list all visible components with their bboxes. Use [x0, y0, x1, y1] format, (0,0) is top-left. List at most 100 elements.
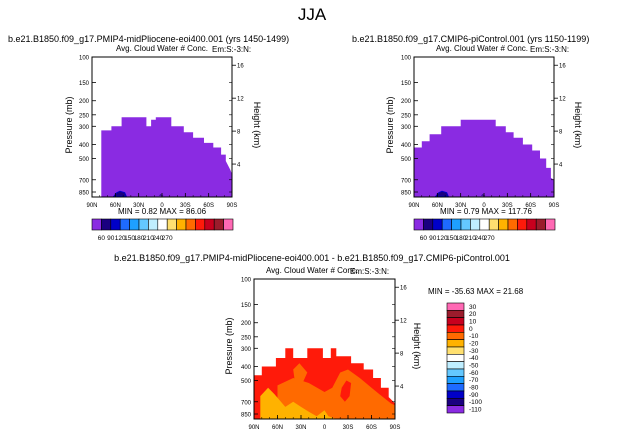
- colorbar-label: 270: [162, 235, 173, 242]
- colorbar-swatch: [446, 375, 465, 384]
- panel-2-case-title: b.e21.B1850.f09_g17.CMIP6-piControl.001 …: [352, 34, 589, 44]
- colorbar-swatch: [446, 397, 465, 406]
- low-cloud-blob: [158, 194, 164, 196]
- colorbar-swatch: [204, 218, 215, 231]
- height-tick-label: 4: [400, 385, 404, 391]
- colorbar-label: -60: [469, 370, 479, 377]
- colorbar-label: 150: [124, 235, 135, 242]
- colorbar-swatch: [446, 368, 465, 377]
- colorbar-swatch: [446, 390, 465, 399]
- pressure-tick-label: 850: [241, 413, 252, 419]
- pressure-tick-label: 200: [79, 99, 90, 105]
- panel-1-plot: 100 150 200 250 300 400 500 700 850 16 12 8 4 90N 60N 3…: [79, 56, 244, 210]
- colorbar-swatch: [446, 383, 465, 392]
- diff-negative-region: [277, 369, 395, 419]
- colorbar-label: -30: [469, 348, 479, 355]
- colorbar-swatch: [488, 218, 499, 231]
- pressure-tick-label: 150: [401, 81, 412, 87]
- colorbar-swatch: [446, 317, 465, 326]
- pressure-tick-label: 100: [79, 56, 90, 62]
- colorbar-label: 20: [469, 311, 477, 318]
- pressure-tick-label: 500: [401, 157, 412, 163]
- panel-2-plot-title: Avg. Cloud Water # Conc.: [436, 44, 528, 53]
- colorbar-swatch: [138, 218, 149, 231]
- pressure-tick-label: 300: [401, 125, 412, 131]
- season-title: JJA: [298, 5, 327, 24]
- colorbar-swatch: [535, 218, 546, 231]
- panel-1-plot-title: Avg. Cloud Water # Conc.: [116, 44, 208, 53]
- panel-1-subtitle: Em:S:-3:N:: [212, 45, 251, 54]
- colorbar-swatch: [148, 218, 159, 231]
- colorbar-label: -40: [469, 355, 479, 362]
- panel-3-subtitle: Em:S:-3:N:: [350, 267, 389, 276]
- latitude-tick-label: 60S: [525, 203, 536, 209]
- colorbar-swatch: [446, 339, 465, 348]
- height-tick-label: 4: [559, 163, 563, 169]
- colorbar-swatch: [185, 218, 196, 231]
- latitude-tick-label: 0: [323, 425, 327, 431]
- height-tick-label: 16: [559, 64, 566, 70]
- latitude-tick-label: 60N: [110, 203, 121, 209]
- colorbar-label: -20: [469, 341, 479, 348]
- pressure-tick-label: 150: [79, 81, 90, 87]
- panel-3-plot-title: Avg. Cloud Water # Conc.: [266, 266, 358, 275]
- panel-3: b.e21.B1850.f09_g17.PMIP4-midPliocene-eo…: [114, 253, 524, 431]
- colorbar-label: 180: [456, 235, 467, 242]
- panel-1-ylabel-right: Height (km): [252, 102, 262, 149]
- colorbar-swatch: [91, 218, 102, 231]
- cloud-field-1: [414, 119, 554, 197]
- pressure-tick-label: 300: [241, 347, 252, 353]
- colorbar-swatch: [446, 346, 465, 355]
- cloud-field-0: [92, 117, 232, 197]
- colorbar-swatch: [110, 218, 121, 231]
- panel-1-stats: MIN = 0.82 MAX = 86.06: [118, 207, 207, 216]
- latitude-tick-label: 0: [482, 203, 486, 209]
- colorbar-label: 60: [98, 235, 106, 242]
- colorbar-swatch: [176, 218, 187, 231]
- panel-1-case-title: b.e21.B1850.f09_g17.PMIP4-midPliocene-eo…: [8, 34, 289, 44]
- colorbar-swatch: [446, 405, 465, 414]
- colorbar-label: 150: [446, 235, 457, 242]
- pressure-tick-label: 400: [401, 143, 412, 149]
- panel-2-ylabel-right: Height (km): [573, 102, 583, 149]
- pressure-tick-label: 850: [401, 191, 412, 197]
- pressure-tick-label: 100: [401, 56, 412, 62]
- colorbar-swatch: [446, 302, 465, 311]
- pressure-tick-label: 150: [241, 303, 252, 309]
- colorbar-swatch: [479, 218, 490, 231]
- height-tick-label: 16: [400, 286, 407, 292]
- colorbar-label: -10: [469, 333, 479, 340]
- colorbar-swatch: [446, 353, 465, 362]
- colorbar-swatch: [157, 218, 168, 231]
- latitude-tick-label: 60N: [432, 203, 443, 209]
- colorbar-swatch: [470, 218, 481, 231]
- pressure-tick-label: 250: [241, 335, 252, 341]
- panel-2-ylabel-left: Pressure (mb): [385, 96, 395, 153]
- colorbar-swatch: [129, 218, 140, 231]
- panel-1-ylabel-left: Pressure (mb): [64, 96, 74, 153]
- latitude-tick-label: 90S: [390, 425, 401, 431]
- latitude-tick-label: 30N: [455, 203, 466, 209]
- colorbar-label: -90: [469, 392, 479, 399]
- colorbar-swatch: [446, 309, 465, 318]
- pressure-tick-label: 700: [79, 178, 90, 184]
- colorbar-swatch: [432, 218, 443, 231]
- pressure-tick-label: 700: [241, 400, 252, 406]
- colorbar-swatch: [441, 218, 452, 231]
- latitude-tick-label: 30N: [133, 203, 144, 209]
- colorbar-swatch: [460, 218, 471, 231]
- panel-2: b.e21.B1850.f09_g17.CMIP6-piControl.001 …: [352, 34, 589, 242]
- latitude-tick-label: 90N: [408, 203, 419, 209]
- colorbar-swatch: [195, 218, 206, 231]
- latitude-tick-label: 30S: [343, 425, 354, 431]
- colorbar-label: -80: [469, 385, 479, 392]
- colorbar-swatch: [451, 218, 462, 231]
- diff-red-pocket: [340, 380, 352, 402]
- panel-2-stats: MIN = 0.79 MAX = 117.76: [440, 207, 532, 216]
- panel-3-ylabel-left: Pressure (mb): [224, 317, 234, 374]
- height-tick-label: 8: [237, 130, 241, 136]
- colorbar-swatch: [498, 218, 509, 231]
- colorbar-swatch: [545, 218, 556, 231]
